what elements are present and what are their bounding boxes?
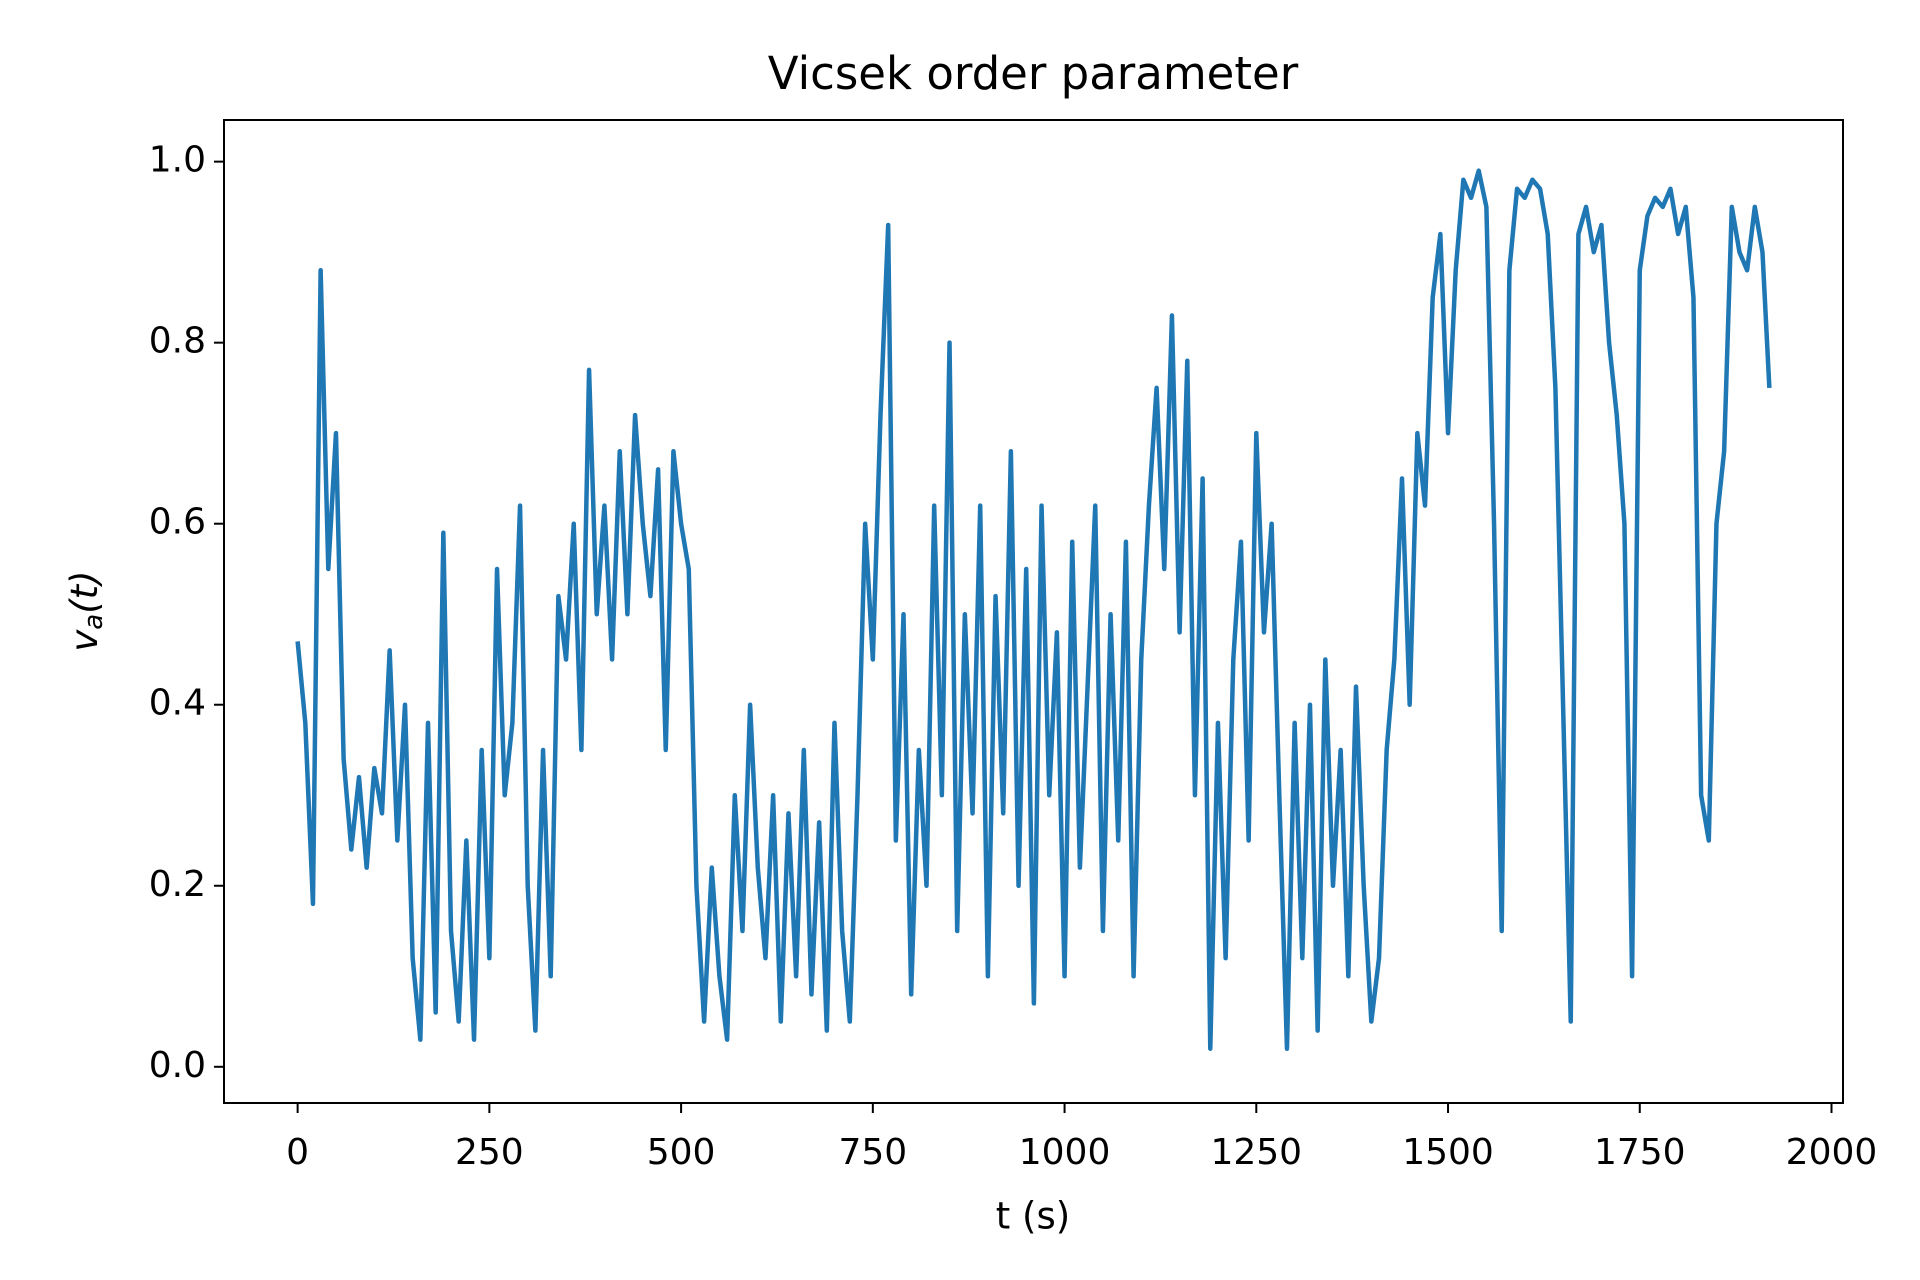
y-tick-label: 0.8: [149, 321, 206, 362]
y-tick-label: 0.2: [149, 864, 206, 905]
x-axis-label: t (s): [996, 1195, 1070, 1238]
y-label-base: v: [63, 629, 106, 652]
y-tick-label: 0.6: [149, 502, 206, 543]
axes-frame: [223, 119, 1844, 1104]
x-tick-label: 750: [838, 1132, 907, 1173]
y-tick-label: 0.0: [149, 1045, 206, 1086]
y-tick-label: 0.4: [149, 683, 206, 724]
x-tick-label: 0: [286, 1132, 309, 1173]
y-label-rest: (t): [63, 570, 106, 613]
x-tick-label: 1000: [1019, 1132, 1111, 1173]
x-tick-label: 1750: [1594, 1132, 1686, 1173]
data-line: [295, 168, 1772, 1051]
x-tick-label: 2000: [1786, 1132, 1878, 1173]
x-tick-label: 250: [455, 1132, 524, 1173]
x-tick-label: 500: [647, 1132, 716, 1173]
y-axis-label: va(t): [63, 570, 109, 651]
x-tick-label: 1500: [1402, 1132, 1494, 1173]
y-label-sub: a: [79, 614, 109, 630]
x-tick-label: 1250: [1210, 1132, 1302, 1173]
y-tick-label: 1.0: [149, 140, 206, 181]
chart-title: Vicsek order parameter: [768, 47, 1299, 100]
